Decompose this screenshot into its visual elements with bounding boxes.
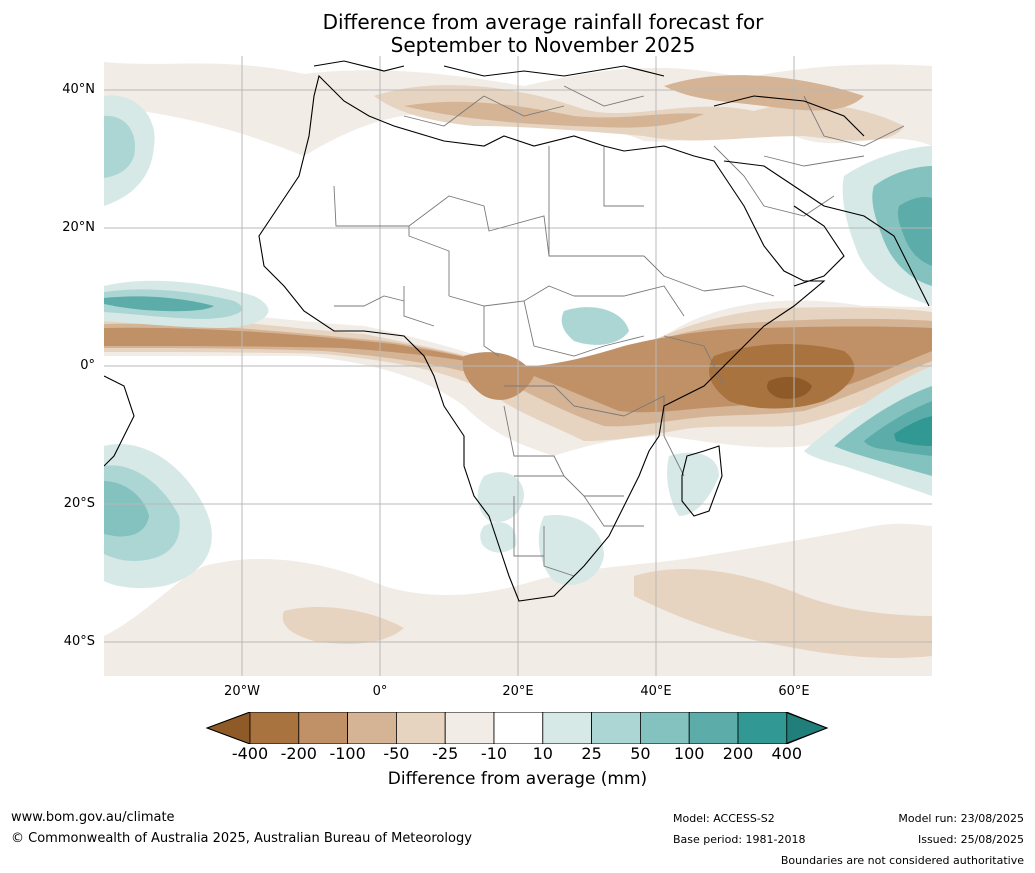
- lon-label-20e: 20°E: [502, 684, 534, 699]
- colorbar-tick-label: 400: [771, 744, 803, 763]
- map-title-line2: September to November 2025: [390, 33, 696, 57]
- lon-label-20w: 20°W: [224, 684, 260, 699]
- colorbar-bin: [639, 712, 690, 744]
- country-borders: [333, 85, 905, 577]
- colorbar-extend-low: [205, 712, 251, 744]
- map-title-line1: Difference from average rainfall forecas…: [322, 10, 764, 34]
- colorbar-bin: [493, 712, 544, 744]
- colorbar-tick-label: 10: [532, 744, 553, 763]
- colorbar-tick-label: -400: [231, 744, 269, 763]
- footer-copyright: © Commonwealth of Australia 2025, Austra…: [11, 831, 472, 846]
- colorbar-tick-label: 50: [630, 744, 651, 763]
- footer-disclaimer: Boundaries are not considered authoritat…: [780, 854, 1024, 867]
- lat-label-40s: 40°S: [63, 634, 95, 649]
- coastlines: [104, 60, 930, 602]
- lat-label-20n: 20°N: [62, 220, 95, 235]
- wet-anomaly-areas: [104, 95, 932, 589]
- colorbar-tick-label: 100: [673, 744, 705, 763]
- lon-label-40e: 40°E: [640, 684, 672, 699]
- footer-model: Model: ACCESS-S2: [673, 812, 775, 825]
- colorbar-bin: [591, 712, 641, 744]
- colorbar-bin: [542, 712, 592, 744]
- lat-label-20s: 20°S: [63, 496, 95, 511]
- lon-label-0: 0°: [372, 684, 388, 699]
- footer-issued: Issued: 25/08/2025: [917, 833, 1024, 846]
- colorbar: [205, 712, 829, 744]
- footer-base-period: Base period: 1981-2018: [673, 833, 806, 846]
- colorbar-tick-label: -50: [383, 744, 410, 763]
- map-svg: [104, 56, 932, 676]
- colorbar-tick-label: -100: [329, 744, 366, 763]
- colorbar-bin: [298, 712, 349, 744]
- rainfall-anomaly-map: [104, 56, 932, 676]
- footer-model-run: Model run: 23/08/2025: [898, 812, 1024, 825]
- colorbar-bin: [444, 712, 495, 744]
- colorbar-tick-label: -25: [432, 744, 459, 763]
- colorbar-bin: [688, 712, 739, 744]
- colorbar-bin: [395, 712, 446, 744]
- colorbar-extend-high: [786, 712, 829, 744]
- colorbar-bin: [737, 712, 788, 744]
- colorbar-tick-label: -10: [480, 744, 508, 763]
- colorbar-bin: [347, 712, 397, 744]
- footer-website: www.bom.gov.au/climate: [11, 810, 175, 825]
- colorbar-tick-label: 200: [722, 744, 754, 763]
- colorbar-title: Difference from average (mm): [387, 769, 648, 789]
- lat-label-0: 0°: [80, 358, 95, 373]
- colorbar-bin: [249, 712, 300, 744]
- lat-label-40n: 40°N: [62, 82, 95, 97]
- colorbar-tick-label: 25: [581, 744, 602, 763]
- gridlines: [104, 56, 932, 676]
- lon-label-60e: 60°E: [778, 684, 810, 699]
- colorbar-tick-label: -200: [280, 744, 317, 763]
